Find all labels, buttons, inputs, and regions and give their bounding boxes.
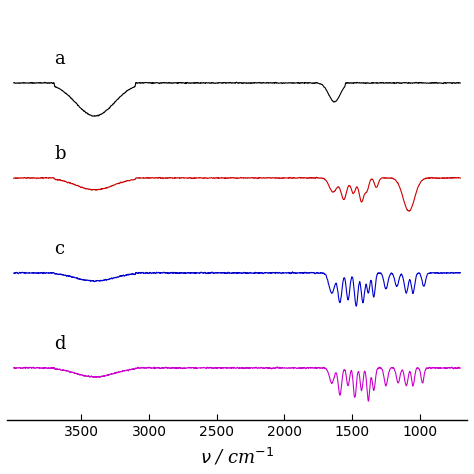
Text: d: d: [55, 335, 66, 353]
Text: a: a: [55, 50, 65, 68]
Text: c: c: [55, 240, 64, 258]
X-axis label: $\nu$ / cm$^{-1}$: $\nu$ / cm$^{-1}$: [200, 446, 274, 467]
Text: b: b: [55, 145, 66, 163]
